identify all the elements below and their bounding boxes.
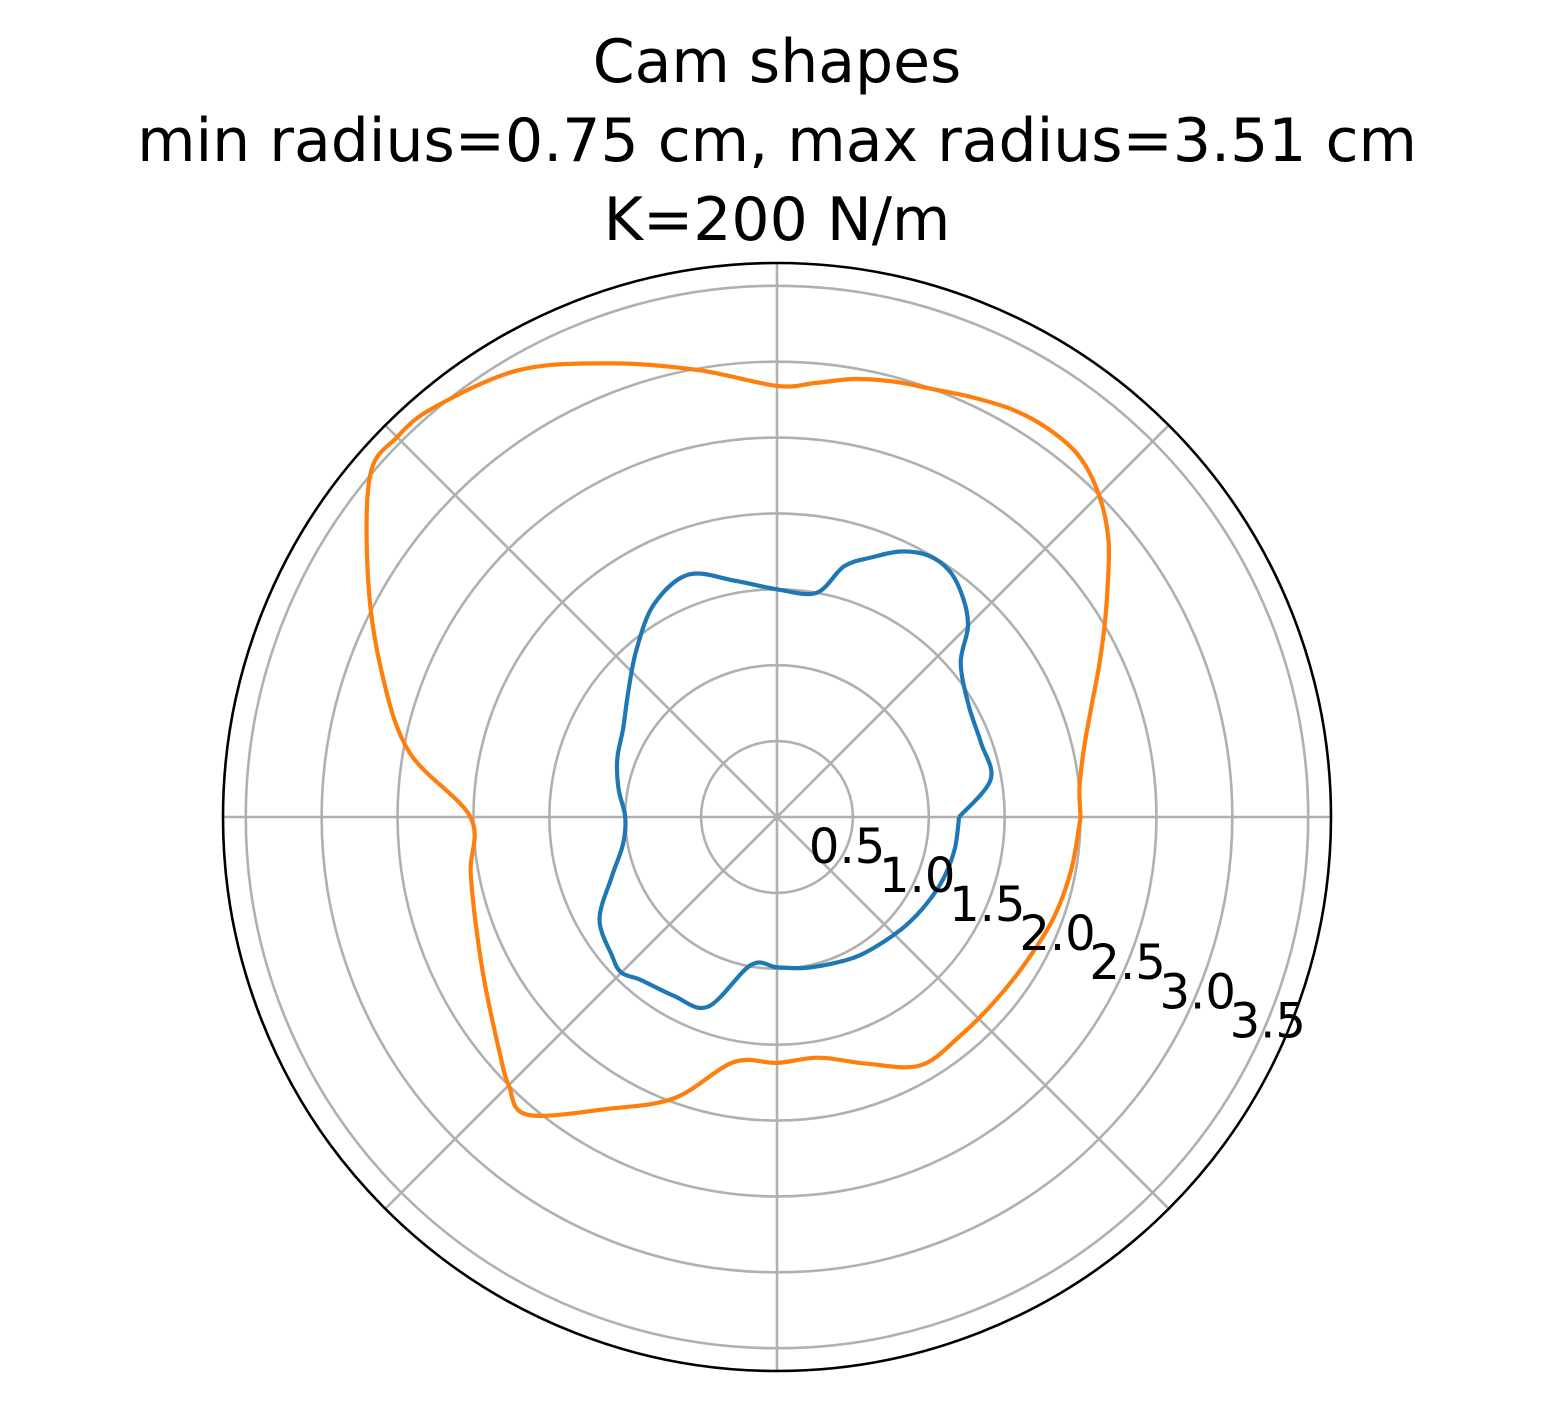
radial-tick-label: 1.0	[879, 848, 955, 904]
title-line-3: K=200 N/m	[604, 185, 951, 255]
radial-tick-label: 3.5	[1230, 993, 1306, 1049]
series-lines	[364, 361, 1112, 1118]
grid-spoke-1	[776, 424, 1170, 818]
grid-spoke-3	[384, 424, 778, 818]
radial-tick-labels: 0.51.01.52.02.53.03.5	[809, 819, 1306, 1049]
polar-frame	[221, 261, 1333, 1373]
radial-tick-label: 2.5	[1089, 935, 1165, 991]
grid-spoke-7	[776, 816, 1170, 1210]
series-line-0	[597, 549, 994, 1010]
radial-tick-label: 2.0	[1019, 906, 1095, 962]
series-line-1	[364, 361, 1112, 1118]
grid-spoke-5	[384, 816, 778, 1210]
title-line-2: min radius=0.75 cm, max radius=3.51 cm	[137, 106, 1417, 176]
polar-grid	[223, 263, 1331, 1371]
radial-tick-label: 0.5	[809, 819, 885, 875]
radial-tick-label: 1.5	[949, 877, 1025, 933]
chart-title: Cam shapes min radius=0.75 cm, max radiu…	[137, 27, 1417, 255]
title-line-1: Cam shapes	[593, 27, 962, 97]
radial-tick-label: 3.0	[1160, 964, 1236, 1020]
